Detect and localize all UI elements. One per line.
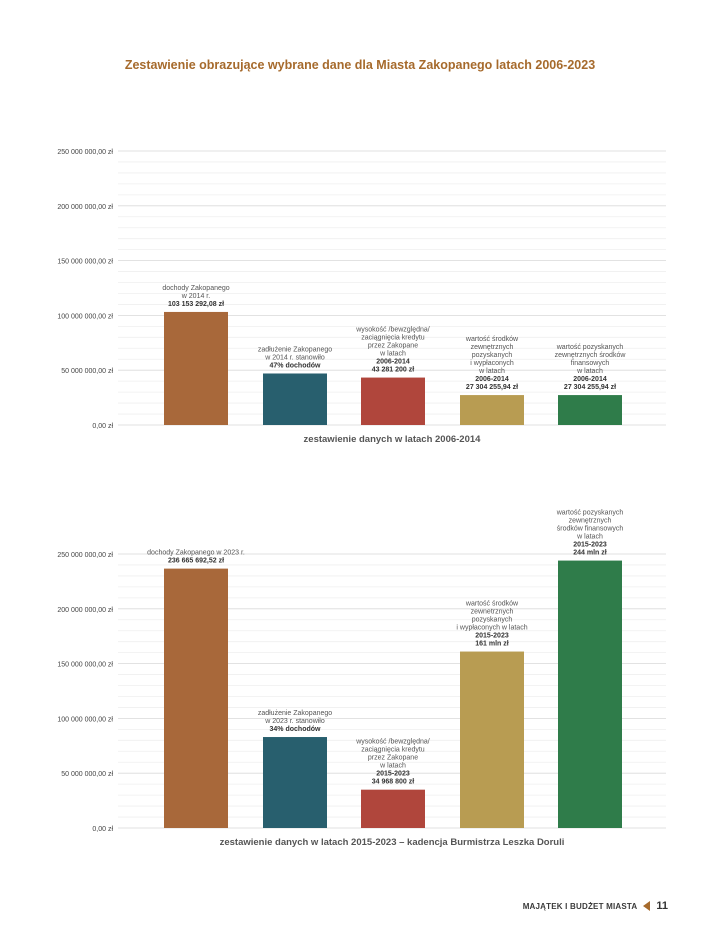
bar (263, 737, 327, 828)
bar (263, 373, 327, 425)
data-label: w 2014 r. (181, 293, 210, 300)
data-label: 34 968 800 zł (372, 779, 414, 786)
chart-title: zestawienie danych w latach 2006-2014 (304, 434, 482, 445)
y-tick-label: 250 000 000,00 zł (57, 552, 113, 559)
y-tick-label: 0,00 zł (92, 826, 113, 833)
data-label: 244 mln zł (573, 550, 607, 557)
bar (164, 568, 228, 828)
chart-title: zestawienie danych w latach 2015-2023 – … (220, 837, 565, 848)
data-label: zewnętrznych środków (555, 352, 627, 359)
bar (460, 651, 524, 828)
data-label: pozyskanych (472, 617, 513, 624)
data-label: zadłużenie Zakopanego (258, 710, 332, 717)
data-label: 34% dochodów (270, 726, 322, 733)
data-label: finansowych (571, 360, 610, 367)
chart-2006-2014: 0,00 zł 50 000 000,00 zł 100 000 000,00 zł… (57, 149, 666, 445)
data-label: w latach (379, 763, 406, 770)
data-label: 161 mln zł (475, 641, 509, 648)
footer-arrow-icon (643, 901, 651, 911)
data-label: wartość pozyskanych (556, 344, 624, 351)
bar (164, 311, 228, 425)
y-tick-label: 0,00 zł (92, 423, 113, 430)
y-tick-label: 150 000 000,00 zł (57, 259, 113, 266)
data-label: wysokość /bewzględna/ (355, 327, 430, 334)
data-label: 2006-2014 (376, 359, 410, 366)
data-label: 2015-2023 (573, 542, 607, 549)
y-tick-label: 200 000 000,00 zł (57, 204, 113, 211)
footer: MAJĄTEK I BUDŻET MIASTA 11 (523, 900, 668, 912)
data-label: wartość pozyskanych (556, 510, 624, 517)
bar (558, 560, 622, 828)
data-label: zewnetrznych (471, 609, 514, 616)
data-label: 2015-2023 (376, 771, 410, 778)
y-tick-label: 150 000 000,00 zł (57, 662, 113, 669)
data-label: w latach (576, 534, 603, 541)
chart-2015-2023: 0,00 zł 50 000 000,00 zł 100 000 000,00 zł… (57, 510, 666, 848)
data-label: pozyskanych (472, 352, 513, 359)
bar (361, 377, 425, 425)
y-tick-label: 100 000 000,00 zł (57, 716, 113, 723)
y-tick-label: 100 000 000,00 zł (57, 313, 113, 320)
data-label: 236 665 692,52 zł (168, 558, 224, 565)
y-tick-label: 50 000 000,00 zł (61, 368, 113, 375)
data-label: zadłużenie Zakopanego (258, 346, 332, 353)
data-label: w 2023 r. stanowiło (264, 718, 325, 725)
footer-section-title: MAJĄTEK I BUDŻET MIASTA (522, 901, 638, 911)
data-label: wysokość /bewzględna/ (355, 739, 430, 746)
data-label: wartość środków (465, 336, 519, 343)
data-label: w latach (379, 351, 406, 358)
page-number: 11 (656, 900, 668, 912)
data-label: zaciągnięcia kredytu (361, 747, 425, 754)
y-tick-label: 50 000 000,00 zł (61, 771, 113, 778)
data-label: 47% dochodów (270, 362, 322, 369)
data-label: i wypłaconych (470, 360, 514, 367)
data-label: 2015-2023 (475, 633, 509, 640)
data-label: w latach (576, 368, 603, 375)
data-label: przez Zakopane (368, 755, 418, 762)
bar (361, 789, 425, 828)
data-label: środków finansowych (557, 526, 624, 533)
data-label: wartość środków (465, 601, 519, 608)
data-label: dochody Zakopanego w 2023 r. (147, 550, 245, 557)
y-tick-label: 200 000 000,00 zł (57, 607, 113, 614)
data-label: przez Zakopane (368, 343, 418, 350)
data-label: 2006-2014 (475, 376, 509, 383)
data-label: 2006-2014 (573, 376, 607, 383)
data-label: w latach (478, 368, 505, 375)
data-label: i wypłaconych w latach (456, 625, 527, 632)
data-label: 43 281 200 zł (372, 367, 414, 374)
bar (460, 395, 524, 425)
data-label: zaciągnięcia kredytu (361, 335, 425, 342)
data-label: dochody Zakopanego (162, 285, 229, 292)
y-tick-label: 250 000 000,00 zł (57, 149, 113, 156)
bar (558, 395, 622, 425)
data-label: zewnętrznych (471, 344, 514, 351)
page-title: Zestawienie obrazujące wybrane dane dla … (124, 58, 596, 72)
data-label: 27 304 255,94 zł (466, 384, 518, 391)
data-label: 103 153 292,08 zł (168, 301, 224, 308)
data-label: w 2014 r. stanowiło (264, 354, 325, 361)
data-label: 27 304 255,94 zł (564, 384, 616, 391)
data-label: zewnętrznych (569, 518, 612, 525)
